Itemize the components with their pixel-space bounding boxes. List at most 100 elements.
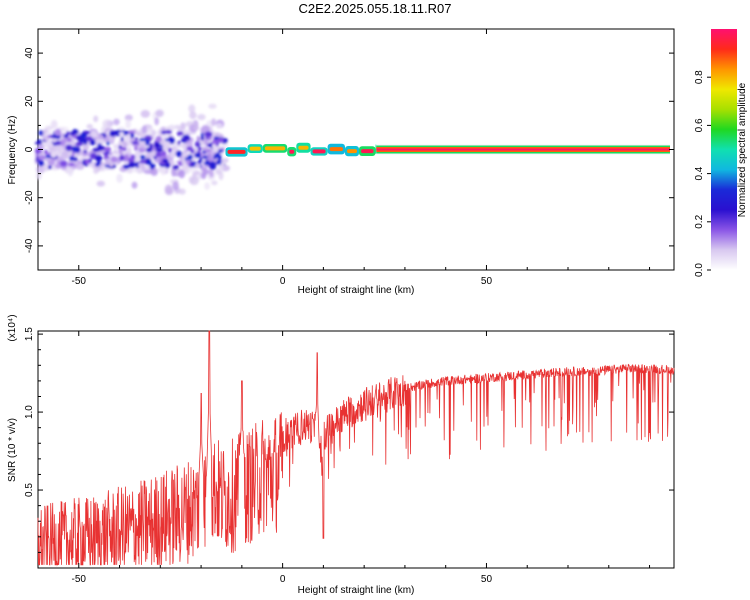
band-core (329, 147, 343, 152)
x-tick-label: -50 (72, 276, 87, 287)
spectral-blob (200, 136, 205, 141)
spectral-blob (55, 145, 61, 151)
band-core (347, 149, 357, 154)
spectral-blob (54, 164, 62, 168)
colorbar-tick-label: 0.2 (694, 214, 705, 228)
spectral-blob (162, 158, 169, 164)
spectral-blob (194, 163, 201, 169)
spectral-blob (96, 180, 106, 187)
spectral-blob (206, 152, 212, 158)
spectral-blob (207, 158, 215, 162)
spectral-blob (202, 155, 209, 159)
y-tick-label: 0 (24, 146, 35, 152)
spectral-blob (125, 119, 131, 129)
spectral-blob (181, 158, 186, 165)
spectral-blob (139, 159, 147, 164)
spectral-blob (139, 138, 146, 142)
band-core (249, 146, 261, 151)
snr-axes: -50 0 50 0.5 1.0 1.5 (24, 327, 674, 585)
spectral-blob (192, 125, 200, 131)
spectral-blob (211, 180, 218, 186)
spectral-blob (168, 136, 174, 142)
spectral-blob (75, 141, 84, 147)
spectral-blob (211, 118, 217, 126)
spectral-blob (189, 176, 199, 186)
x-tick-label: 50 (481, 276, 493, 287)
spectral-blob (98, 134, 104, 140)
chart-title: C2E2.2025.055.18.11.R07 (298, 1, 452, 16)
spectral-blob (174, 124, 181, 130)
spectral-blob (169, 124, 176, 131)
spectral-blob (44, 158, 51, 162)
spectral-blob (140, 144, 145, 149)
snr-frame (37, 330, 675, 569)
spectral-blob (178, 188, 186, 195)
y-tick-label: 1.0 (24, 405, 35, 419)
spectral-blob (102, 119, 112, 128)
snr-marks (37, 330, 675, 567)
spectrogram-axes: -50 0 50 -40 -20 0 20 40 (24, 28, 674, 287)
spectral-blob (48, 165, 52, 170)
band-core (361, 149, 374, 154)
spectral-blob (172, 181, 179, 191)
snr-ylabel-multiplier: (x10⁴) (7, 314, 18, 341)
spectral-blob (150, 167, 158, 176)
spectral-blob (164, 184, 173, 194)
spectral-blob (109, 130, 117, 137)
colorbar-ticks: 0.0 0.2 0.4 0.6 0.8 (694, 70, 711, 277)
spectral-blob (118, 148, 122, 154)
snr-panel: -50 0 50 0.5 1.0 1.5 Height of straight line … (7, 314, 675, 596)
spectral-blob (116, 173, 123, 183)
spectral-blob (177, 144, 185, 148)
snr-ylabel: SNR (10 * v/v) (7, 418, 18, 482)
spectral-blob (120, 136, 124, 142)
spectral-blob (124, 114, 133, 121)
spectral-blob (109, 135, 114, 142)
spectral-blob (155, 151, 162, 157)
spectral-blob (168, 147, 172, 153)
spectral-blob (186, 146, 193, 151)
band-core (227, 149, 246, 154)
spectral-blob (43, 128, 47, 135)
spectral-blob (214, 154, 222, 159)
colorbar-gradient (711, 29, 737, 270)
spectral-blob (82, 152, 88, 157)
spectral-blob (214, 132, 221, 137)
spectral-blob (139, 154, 146, 160)
spectral-blob (197, 146, 202, 151)
spectral-blob (123, 141, 127, 148)
spectral-blob (172, 165, 179, 170)
spectral-blob (60, 150, 69, 160)
spectral-blob (113, 143, 119, 149)
spectral-blob (93, 167, 99, 174)
spectral-blob (209, 161, 217, 169)
spectral-blob (134, 137, 139, 141)
spectrogram-marks (34, 103, 670, 196)
spectrogram-xlabel: Height of straight line (km) (298, 285, 415, 296)
spectral-blob (90, 130, 98, 139)
spectral-blob (110, 156, 118, 163)
spectral-blob (161, 150, 167, 157)
spectral-blob (66, 131, 70, 136)
x-tick-label: 50 (481, 574, 493, 585)
spectral-blob (204, 139, 208, 146)
spectral-blob (87, 163, 93, 168)
y-tick-label: 0.5 (24, 483, 35, 497)
spectral-blob (99, 162, 106, 167)
spectral-blob (83, 150, 87, 154)
spectral-blob (45, 154, 52, 159)
spectral-blob (126, 147, 132, 154)
spectral-blob (178, 169, 186, 179)
spectral-blob (222, 158, 228, 164)
spectral-blob (50, 151, 57, 158)
spectral-blob (184, 134, 189, 140)
spectral-blob (134, 146, 138, 151)
spectral-blob (211, 143, 216, 148)
y-tick-label: -40 (24, 238, 35, 253)
spectral-blob (194, 152, 201, 158)
spectral-blob (35, 171, 42, 180)
x-tick-label: 0 (280, 276, 286, 287)
y-tick-label: 40 (24, 47, 35, 59)
spectral-blob (154, 158, 159, 163)
spectral-blob (67, 166, 74, 177)
